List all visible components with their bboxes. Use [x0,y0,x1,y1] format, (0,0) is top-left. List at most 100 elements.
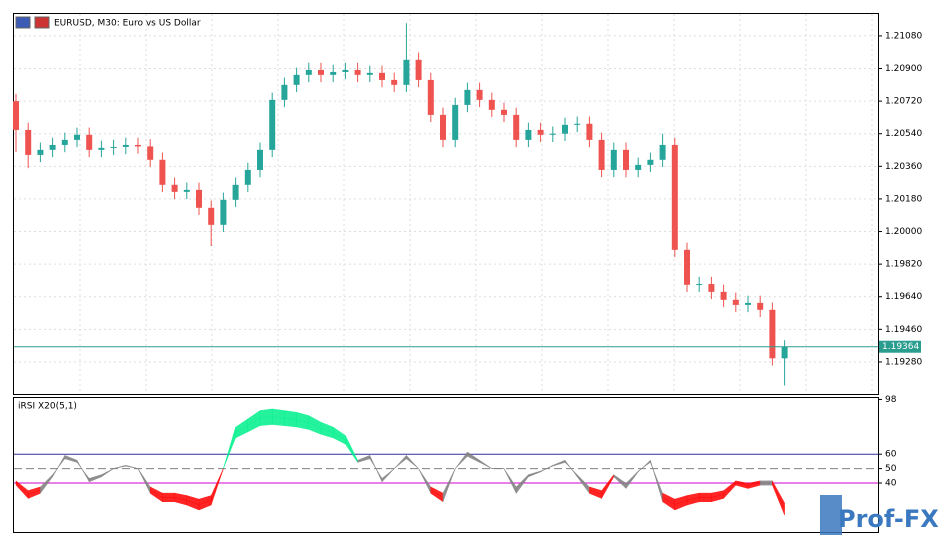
candle-body [220,199,227,225]
y-tick-label: 1.19820 [885,260,922,270]
candle-body [61,139,68,145]
candle-body [366,72,373,75]
candle-body [391,79,398,85]
candle-body [354,69,361,75]
candle-body [257,149,263,170]
candle-body [452,104,459,140]
rsi-band [406,456,419,469]
y-tick-label: 1.20720 [885,97,922,107]
candle-body [781,346,788,359]
flag-icon [15,16,31,29]
candle-body [37,149,44,155]
candle-body [635,164,642,170]
candle-body [549,133,556,135]
y-tick-label: 1.19280 [885,357,922,367]
logo-mark [820,495,842,535]
y-tick-label: 50 [885,464,897,474]
main-frame [13,13,879,395]
rsi-band [759,480,773,484]
candle-body [537,129,544,135]
candle-body [86,134,93,150]
candle-body [379,72,385,80]
candle-body [623,149,629,170]
candle-body [745,302,751,305]
y-tick-label: 1.20540 [885,129,922,139]
candle-body [305,69,312,75]
candle-body [196,189,202,208]
candle-body [464,89,471,105]
candle-body [732,299,739,305]
candle-body [562,124,568,134]
rsi-band [442,468,456,498]
rsi-band [125,465,139,469]
candle-body [342,69,349,72]
sub-frame [13,397,879,533]
y-tick-label: 1.21080 [885,31,922,41]
candle-body [171,184,178,192]
candle-body [696,284,703,286]
rsi-band [162,492,175,498]
y-tick-label: 1.20360 [885,162,922,172]
candle-body [122,144,129,147]
candle-body [647,159,654,165]
rsi-band [271,416,285,426]
candle-body [415,59,422,80]
candle-body [147,146,154,160]
candle-body [488,99,495,110]
watermark: Prof-FX [838,505,939,533]
rsi-band [101,468,114,477]
current-price-box [879,340,921,353]
rsi-band [259,416,273,426]
candle-body [403,59,410,85]
y-tick-label: 60 [885,450,897,460]
rsi-band [210,468,224,501]
candle-body [25,129,32,155]
candle-body [318,69,324,75]
candle-body [208,207,215,225]
candle-body [757,302,764,310]
candle-body [183,189,190,192]
candle-body [610,149,617,170]
rsi-band [698,497,712,502]
candle-body [110,146,117,148]
rsi-band [772,479,785,510]
rsi-band [698,492,712,498]
rsi-band [284,417,297,428]
candle-body [135,144,141,147]
candle-body [159,159,166,185]
candle-body [74,134,80,140]
candle-body [293,74,300,85]
candle-body [513,114,520,140]
candle-body [427,79,434,115]
indicator-title: iRSI X20(5,1) [18,402,77,412]
candle-body [13,101,19,130]
candle-body [708,284,715,292]
candle-body [525,129,532,140]
candle-body [586,123,593,140]
y-tick-label: 1.20000 [885,227,922,237]
y-tick-label: 1.19640 [885,292,922,302]
candle-body [476,89,483,100]
y-tick-label: 1.19460 [885,325,922,335]
candle-body [49,144,56,150]
candle-body [281,84,288,100]
candle-body [98,147,105,150]
rsi-band [162,497,175,502]
candle-body [269,99,276,150]
y-tick-label: 1.20900 [885,64,922,74]
candle-body [232,184,239,200]
candle-body [684,249,690,285]
candle-body [440,114,446,140]
rsi-band [759,482,773,486]
candle-body [330,71,337,75]
candle-body [659,144,666,160]
chart-title: EURUSD, M30: Euro vs US Dollar [54,19,201,29]
rsi-band [479,460,492,469]
rsi-band [381,468,395,481]
y-tick-label: 40 [885,479,897,489]
candle-body [501,109,507,115]
candle-body [671,144,678,250]
flag-icon [34,16,50,29]
